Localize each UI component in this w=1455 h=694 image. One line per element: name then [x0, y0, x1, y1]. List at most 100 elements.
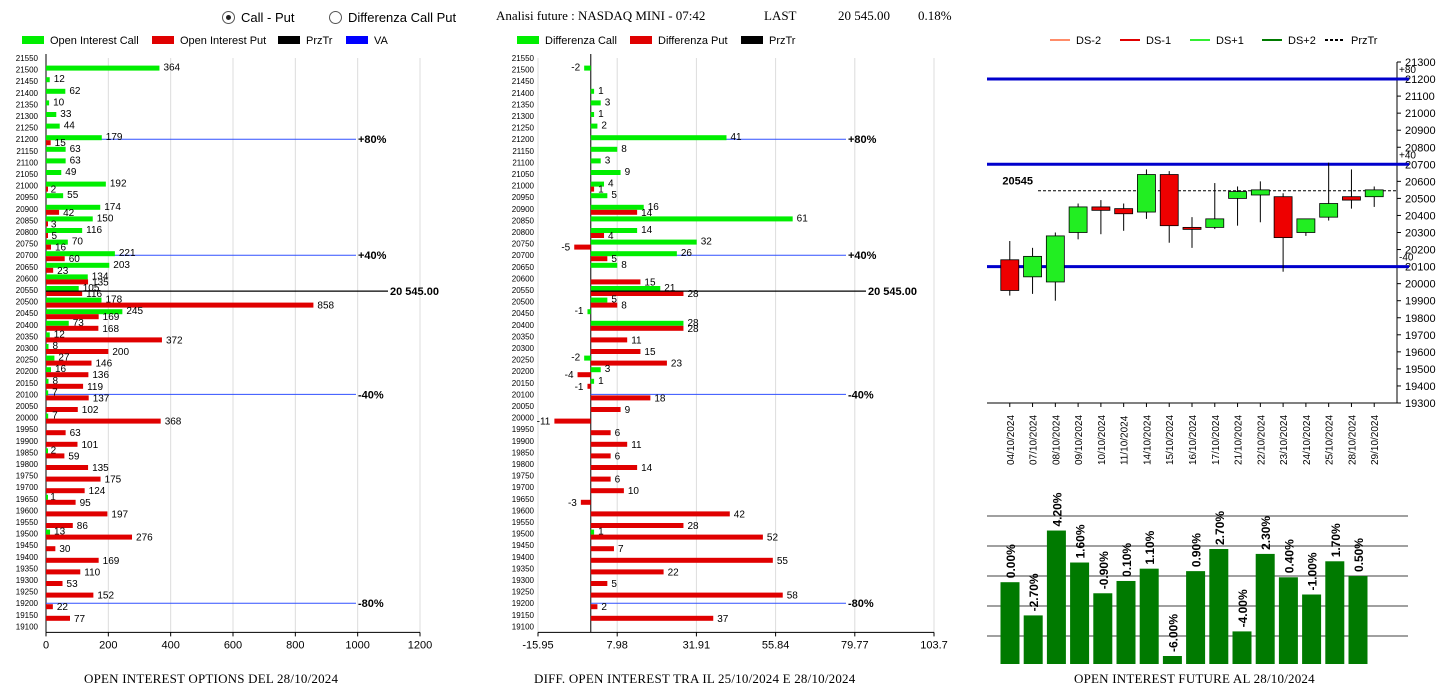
- put-value-label: 15: [55, 138, 67, 149]
- y-tick-label: 20900: [1405, 125, 1436, 137]
- call-value-label: 70: [72, 237, 84, 248]
- radio-diff-call-put[interactable]: Differenza Call Put: [329, 10, 456, 25]
- put-value-label: 37: [717, 614, 729, 625]
- level-label: -40: [1399, 253, 1414, 264]
- put-value-label: 53: [67, 579, 79, 590]
- strike-label: 19450: [16, 541, 39, 550]
- strike-label: 19500: [512, 530, 535, 539]
- put-bar: [46, 140, 51, 146]
- strike-label: 20250: [16, 356, 39, 365]
- put-bar: [46, 418, 161, 424]
- date-label: 11/10/2024: [1120, 415, 1131, 465]
- call-bar: [46, 239, 68, 245]
- call-bar: [590, 378, 595, 384]
- strike-label: 21050: [512, 170, 535, 179]
- open-interest-options-chart: Open Interest Call Open Interest Put PrzTr…: [16, 35, 439, 651]
- call-bar: [46, 170, 62, 175]
- oi-bar-label: 0.50%: [1352, 538, 1366, 572]
- call-bar: [46, 297, 102, 303]
- strike-label: 20700: [16, 251, 39, 260]
- call-value-label: 26: [681, 248, 693, 259]
- put-value-label: 10: [628, 486, 640, 497]
- candle-body: [1228, 191, 1247, 199]
- put-bar: [590, 209, 638, 215]
- put-value-label: 11: [631, 335, 642, 346]
- oi-bar-label: -1.00%: [1306, 552, 1320, 590]
- call-value-label: 73: [73, 318, 85, 329]
- oi-bar-label: 1.70%: [1329, 523, 1343, 557]
- strike-label: 19300: [16, 576, 39, 585]
- strike-label: 21550: [512, 54, 535, 63]
- call-value-label: 178: [105, 295, 122, 306]
- put-value-label: 858: [317, 301, 334, 312]
- put-value-label: 22: [668, 567, 680, 578]
- call-value-label: 105: [83, 283, 100, 294]
- call-value-label: 116: [86, 225, 102, 236]
- put-bar: [46, 349, 109, 354]
- call-bar: [46, 332, 50, 338]
- put-value-label: 9: [625, 405, 631, 416]
- strike-label: 20850: [16, 216, 39, 225]
- call-bar: [46, 193, 64, 199]
- put-bar: [46, 499, 76, 505]
- put-bar: [590, 360, 667, 366]
- put-value-label: 28: [687, 521, 699, 532]
- oi-bar-label: 1.60%: [1074, 524, 1088, 558]
- put-bar: [590, 349, 641, 354]
- strike-label: 21250: [512, 124, 535, 133]
- call-bar: [46, 135, 102, 141]
- candle-body: [1068, 206, 1088, 233]
- date-label: 08/10/2024: [1051, 415, 1062, 465]
- put-value-label: 136: [92, 370, 109, 381]
- strike-label: 20150: [16, 379, 39, 388]
- candle-body: [1319, 203, 1339, 218]
- candle-body: [1114, 208, 1134, 215]
- oi-bar-label: 0.00%: [1004, 544, 1018, 578]
- strike-label: 20800: [16, 228, 39, 237]
- candle-body: [1342, 196, 1361, 201]
- strike-label: 20650: [16, 263, 39, 272]
- call-bar: [590, 251, 677, 257]
- strike-label: 19400: [16, 553, 39, 562]
- call-bar: [46, 355, 55, 361]
- call-value-label: 61: [797, 213, 809, 224]
- price-label: 20 545.00: [868, 286, 917, 298]
- call-bar: [46, 181, 106, 187]
- strike-label: 21500: [512, 66, 535, 75]
- strike-label: 21150: [512, 147, 534, 156]
- put-value-label: 3: [51, 219, 57, 230]
- put-bar: [46, 534, 133, 540]
- strike-label: 19250: [512, 588, 535, 597]
- put-value-label: 63: [70, 428, 82, 439]
- call-bar: [46, 494, 48, 500]
- put-bar: [574, 244, 591, 250]
- date-label: 10/10/2024: [1097, 415, 1108, 465]
- radio-call-put[interactable]: Call - Put: [222, 10, 294, 25]
- call-bar: [46, 262, 110, 268]
- call-bar: [590, 216, 793, 222]
- call-bar: [590, 228, 638, 233]
- put-value-label: 77: [74, 614, 86, 625]
- put-value-label: 30: [59, 544, 71, 555]
- put-bar: [590, 604, 598, 610]
- put-value-label: -5: [561, 243, 570, 254]
- strike-label: 19500: [16, 530, 39, 539]
- level-label: +40%: [848, 250, 877, 262]
- put-value-label: 372: [166, 335, 183, 346]
- put-bar: [590, 337, 628, 343]
- candle-body: [1159, 174, 1179, 227]
- strike-label: 21000: [512, 182, 535, 191]
- call-value-label: 192: [110, 179, 127, 190]
- call-bar: [46, 367, 51, 373]
- strike-label: 19650: [16, 495, 39, 504]
- put-bar: [46, 511, 108, 517]
- level-label: +40: [1399, 150, 1416, 161]
- call-value-label: -2: [571, 353, 580, 364]
- call-value-label: 63: [70, 144, 82, 155]
- call-value-label: 16: [648, 202, 660, 213]
- oi-bar: [1116, 580, 1136, 664]
- put-value-label: 28: [687, 289, 699, 300]
- y-tick-label: 20000: [1405, 279, 1436, 291]
- put-value-label: 135: [92, 463, 109, 474]
- strike-label: 20550: [16, 286, 39, 295]
